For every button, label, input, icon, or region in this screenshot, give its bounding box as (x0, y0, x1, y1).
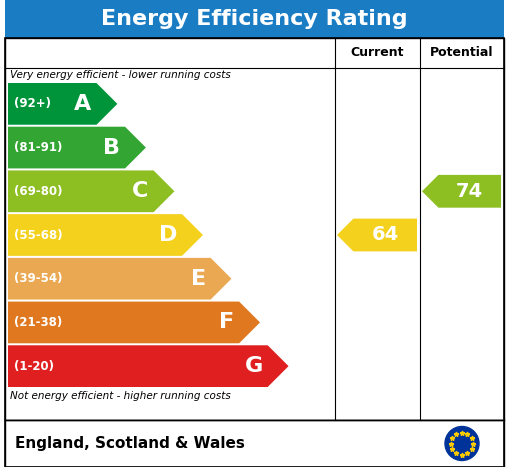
Text: (69-80): (69-80) (14, 185, 63, 198)
Text: England, Scotland & Wales: England, Scotland & Wales (15, 436, 245, 451)
Text: B: B (103, 138, 120, 157)
Text: (21-38): (21-38) (14, 316, 62, 329)
Text: Not energy efficient - higher running costs: Not energy efficient - higher running co… (10, 391, 231, 401)
Text: Current: Current (351, 47, 404, 59)
Polygon shape (8, 170, 175, 212)
Polygon shape (8, 83, 118, 125)
Polygon shape (8, 345, 289, 387)
Text: A: A (74, 94, 92, 114)
Bar (5, 420, 504, 467)
Text: E: E (190, 269, 206, 289)
Polygon shape (8, 127, 146, 169)
Text: C: C (132, 181, 149, 201)
Circle shape (445, 426, 479, 460)
Text: G: G (244, 356, 263, 376)
Bar (5, 38, 504, 420)
Bar (5, 0, 504, 38)
Text: (39-54): (39-54) (14, 272, 63, 285)
Polygon shape (8, 214, 203, 256)
Polygon shape (8, 302, 260, 343)
Text: Potential: Potential (430, 47, 494, 59)
Text: F: F (219, 312, 234, 333)
Text: (81-91): (81-91) (14, 141, 63, 154)
Text: 64: 64 (372, 226, 399, 245)
Text: (55-68): (55-68) (14, 228, 63, 241)
Text: Very energy efficient - lower running costs: Very energy efficient - lower running co… (10, 70, 231, 80)
Polygon shape (337, 219, 417, 251)
Text: (92+): (92+) (14, 97, 51, 110)
Polygon shape (8, 258, 232, 299)
Polygon shape (422, 175, 501, 208)
Text: Energy Efficiency Rating: Energy Efficiency Rating (101, 9, 408, 29)
Text: D: D (159, 225, 177, 245)
Text: 74: 74 (456, 182, 483, 201)
Text: (1-20): (1-20) (14, 360, 54, 373)
